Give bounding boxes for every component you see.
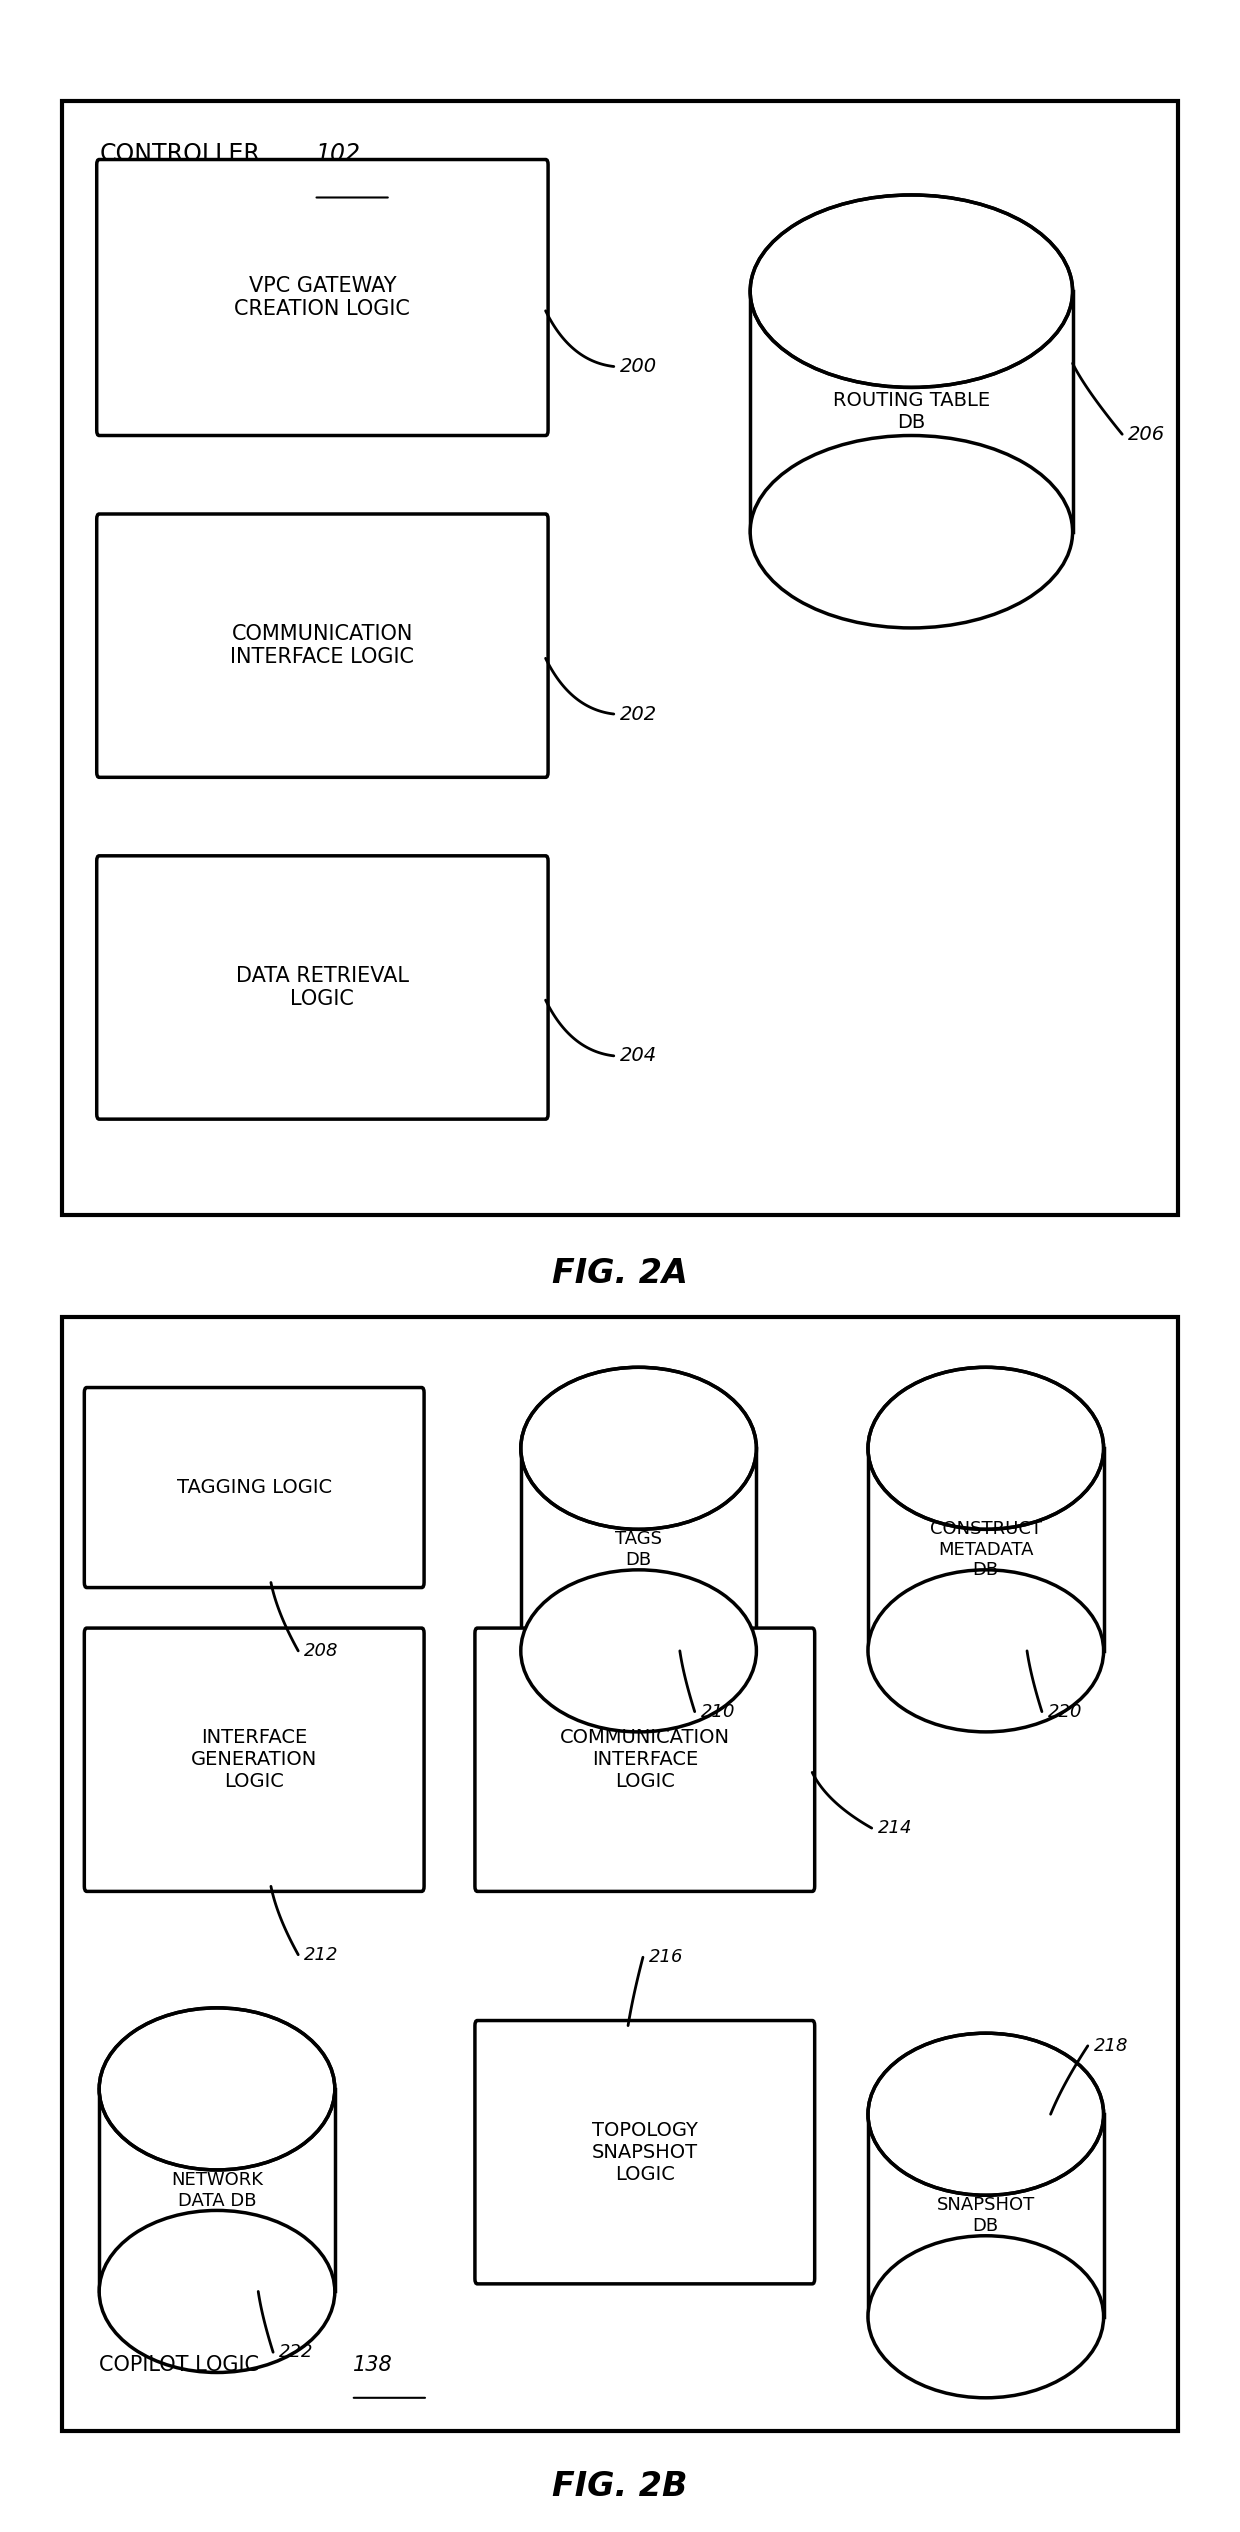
Bar (99, 2089, 335, 2291)
FancyBboxPatch shape (97, 514, 548, 777)
Text: 214: 214 (878, 1818, 913, 1838)
Text: 208: 208 (305, 1641, 339, 1661)
Text: 206: 206 (1128, 425, 1166, 443)
FancyBboxPatch shape (475, 1628, 815, 1891)
FancyBboxPatch shape (97, 160, 548, 436)
FancyBboxPatch shape (97, 856, 548, 1119)
Text: 220: 220 (1048, 1702, 1083, 1722)
Bar (62, 1317, 1178, 2431)
Text: 212: 212 (305, 1945, 339, 1965)
Text: ROUTING TABLE
DB: ROUTING TABLE DB (833, 390, 990, 433)
Ellipse shape (868, 2236, 1104, 2398)
Ellipse shape (750, 195, 1073, 387)
Text: TOPOLOGY
SNAPSHOT
LOGIC: TOPOLOGY SNAPSHOT LOGIC (591, 2122, 698, 2183)
Text: FIG. 2A: FIG. 2A (552, 1256, 688, 1291)
Text: 222: 222 (279, 2342, 314, 2362)
Ellipse shape (868, 1367, 1104, 1529)
Text: INTERFACE
GENERATION
LOGIC: INTERFACE GENERATION LOGIC (191, 1729, 317, 1790)
Text: 138: 138 (353, 2355, 393, 2375)
Text: 216: 216 (650, 1947, 683, 1967)
Ellipse shape (750, 436, 1073, 628)
Ellipse shape (521, 1367, 756, 1529)
Bar (868, 1448, 1104, 1651)
Ellipse shape (99, 2210, 335, 2372)
Text: FIG. 2B: FIG. 2B (552, 2469, 688, 2504)
Text: TAGGING LOGIC: TAGGING LOGIC (176, 1479, 332, 1496)
Text: COPILOT LOGIC: COPILOT LOGIC (99, 2355, 259, 2375)
Text: CONSTRUCT
METADATA
DB: CONSTRUCT METADATA DB (930, 1519, 1042, 1580)
Text: NETWORK
DATA DB: NETWORK DATA DB (171, 2170, 263, 2210)
Text: 102: 102 (316, 142, 361, 165)
Text: 218: 218 (1094, 2036, 1128, 2056)
Text: DATA RETRIEVAL
LOGIC: DATA RETRIEVAL LOGIC (236, 965, 409, 1010)
Bar (868, 2114, 1104, 2317)
Text: 204: 204 (620, 1046, 657, 1066)
Text: 202: 202 (620, 704, 657, 724)
Text: COMMUNICATION
INTERFACE LOGIC: COMMUNICATION INTERFACE LOGIC (231, 623, 414, 668)
Bar (521, 1448, 756, 1651)
Ellipse shape (99, 2008, 335, 2170)
Text: CONTROLLER: CONTROLLER (99, 142, 260, 165)
Bar (62, 101, 1178, 1215)
Text: SNAPSHOT
DB: SNAPSHOT DB (936, 2195, 1035, 2236)
Ellipse shape (521, 1570, 756, 1732)
FancyBboxPatch shape (84, 1388, 424, 1588)
FancyBboxPatch shape (84, 1628, 424, 1891)
Text: 200: 200 (620, 357, 657, 377)
Ellipse shape (868, 1570, 1104, 1732)
Ellipse shape (868, 2033, 1104, 2195)
Bar (750, 291, 1073, 532)
Text: TAGS
DB: TAGS DB (615, 1529, 662, 1570)
Text: COMMUNICATION
INTERFACE
LOGIC: COMMUNICATION INTERFACE LOGIC (559, 1729, 730, 1790)
Text: VPC GATEWAY
CREATION LOGIC: VPC GATEWAY CREATION LOGIC (234, 276, 410, 319)
Text: 210: 210 (701, 1702, 735, 1722)
FancyBboxPatch shape (475, 2021, 815, 2284)
